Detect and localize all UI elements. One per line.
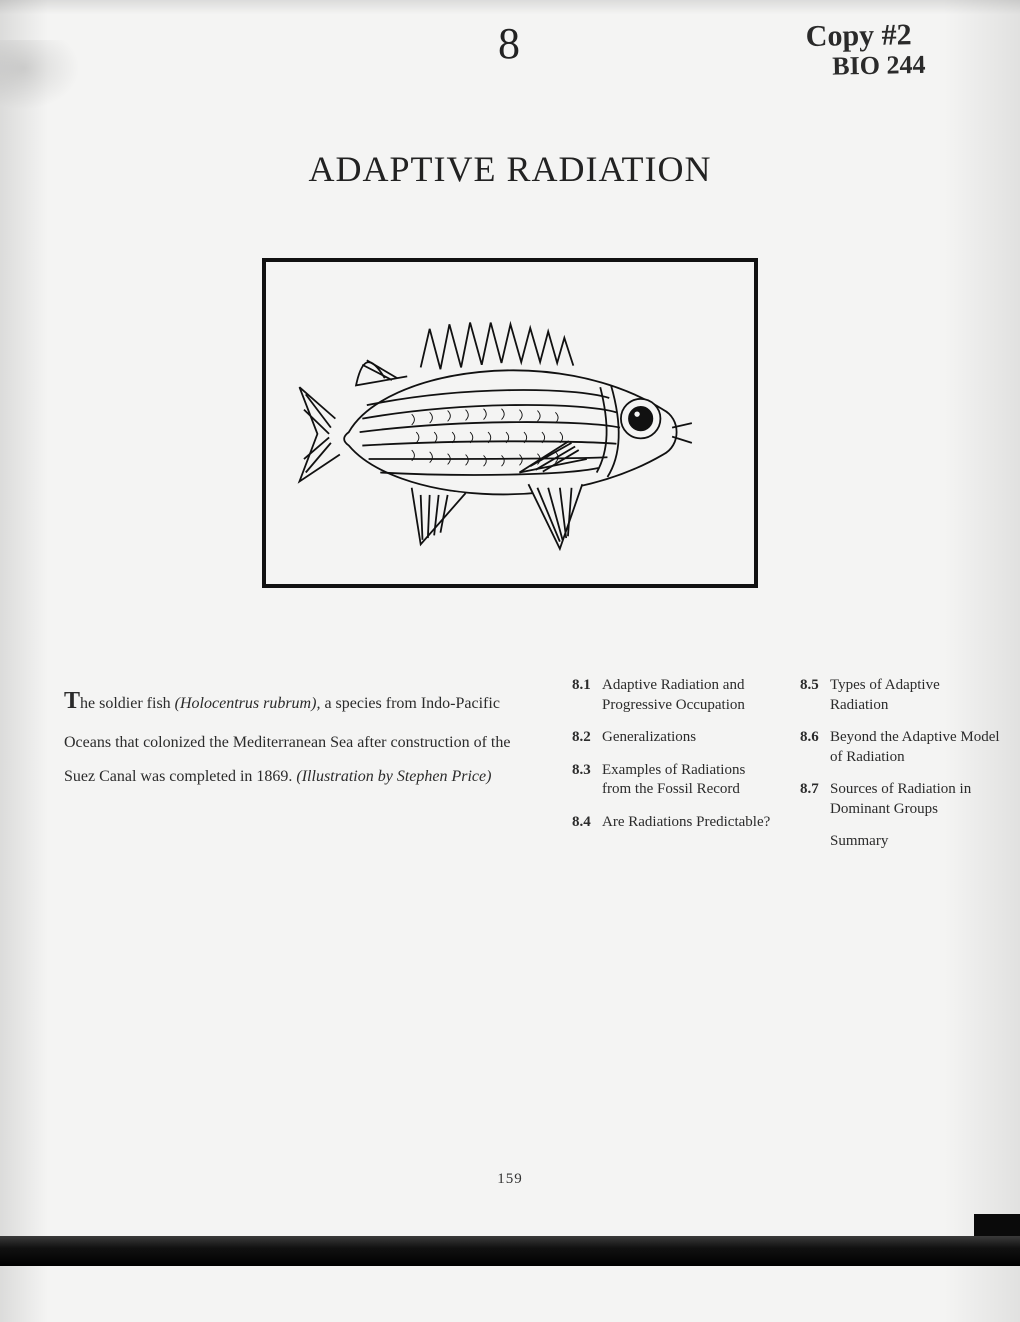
toc-num: 8.2	[572, 728, 602, 748]
caption-italic-2: (Illustration by Stephen Price)	[296, 768, 491, 785]
caption-text-1: he soldier fish	[80, 695, 175, 712]
toc-label: Adaptive Radiation and Progressive Occup…	[602, 676, 772, 715]
chapter-title: ADAPTIVE RADIATION	[0, 148, 1020, 190]
toc-label: Sources of Radiation in Dominant Groups	[830, 780, 1000, 819]
toc-item: 8.2 Generalizations	[572, 728, 772, 748]
toc-num: 8.6	[800, 728, 830, 748]
toc-num: 8.4	[572, 813, 602, 833]
figure-frame	[262, 258, 758, 588]
scan-shadow-right	[930, 0, 1020, 1322]
caption-dropcap: T	[64, 688, 80, 714]
toc-item: Summary	[800, 832, 1000, 852]
toc-label: Beyond the Adaptive Model of Radiation	[830, 728, 1000, 767]
toc-label: Types of Adaptive Radiation	[830, 676, 1000, 715]
toc-num: 8.1	[572, 676, 602, 696]
toc-num: 8.7	[800, 780, 830, 800]
caption-italic-1: (Holocentrus rubrum),	[175, 695, 321, 712]
toc-column-1: 8.1 Adaptive Radiation and Progressive O…	[572, 676, 772, 845]
toc-item: 8.4 Are Radiations Predictable?	[572, 813, 772, 833]
fish-illustration	[286, 275, 735, 571]
toc-num: 8.3	[572, 761, 602, 781]
toc-label: Generalizations	[602, 728, 772, 748]
page: Copy #2 BIO 244 8 ADAPTIVE RADIATION	[0, 0, 1020, 1322]
scan-shadow-left	[0, 0, 60, 1322]
page-number: 159	[0, 1171, 1020, 1188]
toc-item: 8.1 Adaptive Radiation and Progressive O…	[572, 676, 772, 715]
toc-label: Examples of Radiations from the Fossil R…	[602, 761, 772, 800]
content-row: The soldier fish (Holocentrus rubrum), a…	[64, 676, 960, 865]
scan-shadow-top	[0, 0, 1020, 16]
toc-item: 8.3 Examples of Radiations from the Foss…	[572, 761, 772, 800]
toc-column-2: 8.5 Types of Adaptive Radiation 8.6 Beyo…	[800, 676, 1000, 865]
figure-caption: The soldier fish (Holocentrus rubrum), a…	[64, 676, 544, 794]
toc-num: 8.5	[800, 676, 830, 696]
chapter-number: 8	[0, 18, 1020, 69]
toc-label: Are Radiations Predictable?	[602, 813, 772, 833]
scan-bottom-bar	[0, 1236, 1020, 1266]
toc-label: Summary	[830, 832, 1000, 852]
toc-item: 8.7 Sources of Radiation in Dominant Gro…	[800, 780, 1000, 819]
toc-item: 8.5 Types of Adaptive Radiation	[800, 676, 1000, 715]
toc-item: 8.6 Beyond the Adaptive Model of Radiati…	[800, 728, 1000, 767]
